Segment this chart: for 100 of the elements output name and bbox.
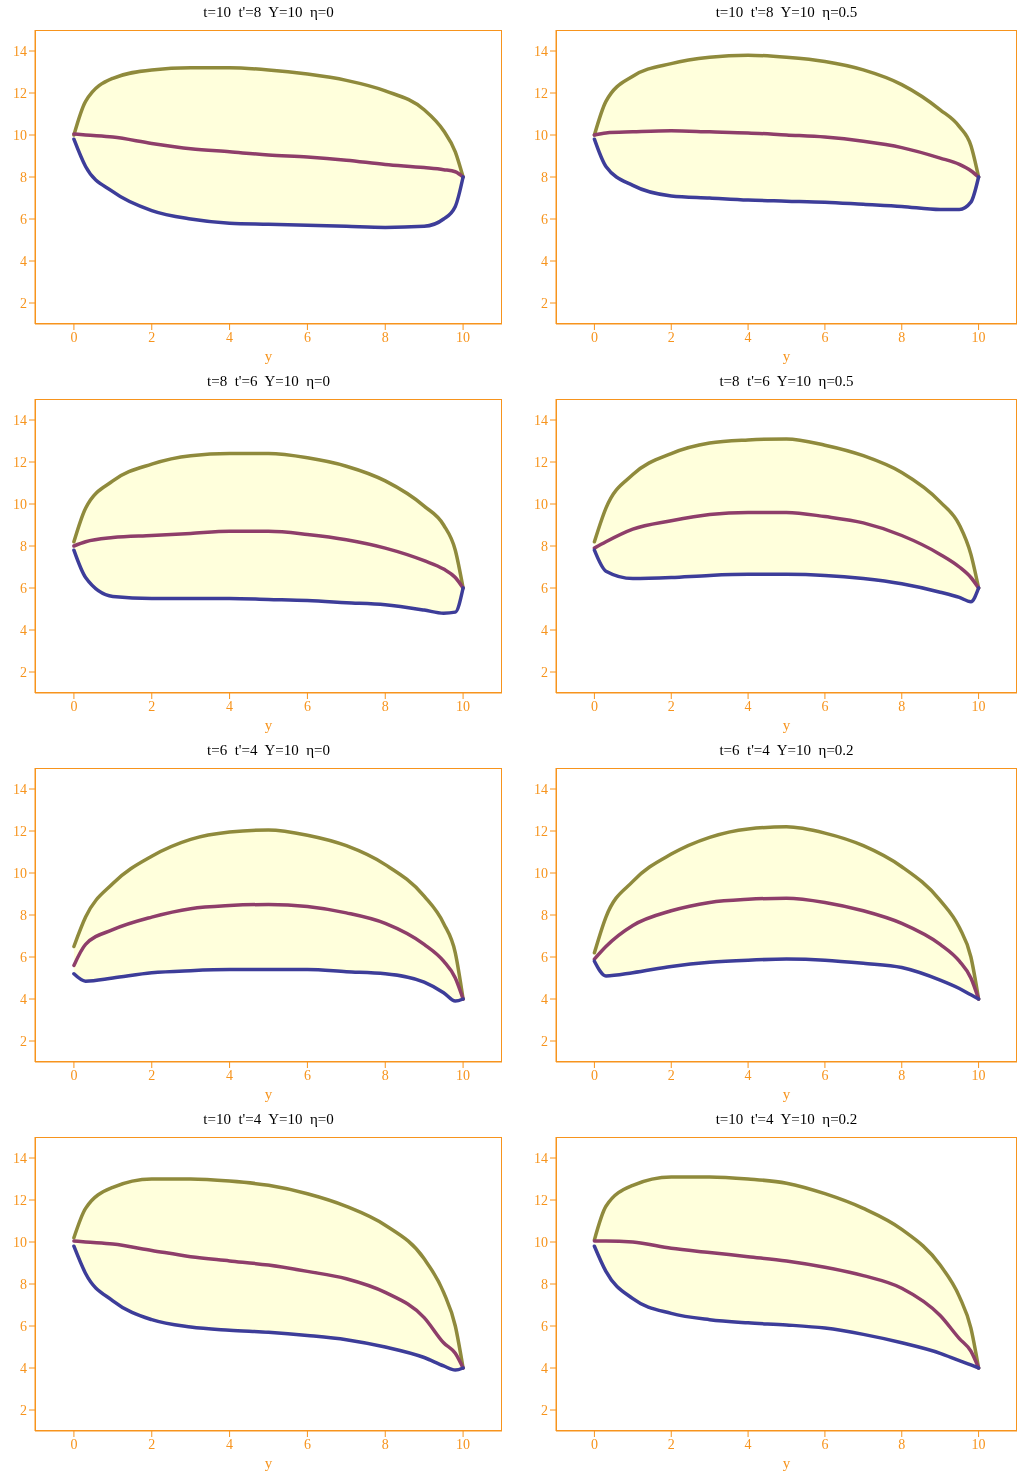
- x-tick-label: 4: [744, 698, 752, 714]
- y-tick-label: 14: [13, 412, 27, 428]
- y-tick-label: 14: [13, 1150, 27, 1166]
- x-tick-label: 4: [744, 1067, 752, 1083]
- y-tick-label: 8: [20, 1276, 27, 1292]
- x-tick-label: 6: [303, 329, 311, 345]
- x-axis-title: y: [782, 717, 791, 733]
- y-tick-label: 10: [534, 865, 548, 881]
- y-tick-label: 10: [534, 1234, 548, 1250]
- x-tick-label: 10: [456, 1436, 471, 1452]
- chart-title: t=10 t'=8 Y=10 η=0: [202, 4, 335, 21]
- x-tick-label: 4: [226, 1436, 234, 1452]
- y-tick-label: 8: [541, 169, 548, 185]
- y-tick-label: 2: [541, 1033, 548, 1049]
- y-tick-label: 12: [13, 1192, 27, 1208]
- x-axis-title: y: [782, 348, 791, 364]
- x-tick-label: 4: [744, 329, 752, 345]
- y-tick-label: 4: [541, 991, 548, 1007]
- x-axis-title: y: [782, 1455, 791, 1471]
- y-tick-label: 4: [541, 253, 548, 269]
- chart-title: t=8 t'=6 Y=10 η=0.5: [718, 373, 855, 390]
- y-tick-label: 2: [20, 295, 27, 311]
- x-tick-label: 0: [590, 329, 598, 345]
- y-tick-label: 8: [541, 538, 548, 554]
- x-axis-title: y: [264, 1086, 273, 1102]
- x-tick-label: 4: [226, 329, 234, 345]
- line-series: [592, 957, 981, 1001]
- x-tick-label: 8: [898, 1436, 906, 1452]
- x-tick-label: 10: [456, 329, 471, 345]
- x-tick-label: 0: [70, 1436, 78, 1452]
- x-tick-label: 2: [667, 698, 675, 714]
- x-tick-label: 8: [381, 1436, 389, 1452]
- line-series: [592, 896, 981, 1001]
- x-tick-label: 8: [898, 698, 906, 714]
- x-tick-label: 2: [148, 1436, 156, 1452]
- y-tick-label: 6: [20, 580, 27, 596]
- y-tick-label: 8: [20, 538, 27, 554]
- line-series: [592, 129, 981, 179]
- x-axis-title: y: [264, 1455, 273, 1471]
- chart-title: t=6 t'=4 Y=10 η=0: [206, 742, 331, 759]
- y-tick-label: 2: [20, 1033, 27, 1049]
- x-axis-title: y: [264, 717, 273, 733]
- y-tick-label: 6: [541, 1318, 548, 1334]
- y-tick-label: 10: [13, 865, 27, 881]
- y-tick-label: 14: [534, 781, 548, 797]
- x-tick-label: 4: [226, 1067, 234, 1083]
- x-tick-label: 6: [303, 698, 311, 714]
- x-tick-label: 0: [590, 1436, 598, 1452]
- x-tick-label: 6: [303, 1436, 311, 1452]
- x-axis-title: y: [264, 348, 273, 364]
- y-tick-label: 8: [20, 907, 27, 923]
- chart-title: t=10 t'=4 Y=10 η=0: [202, 1111, 335, 1128]
- y-tick-label: 10: [13, 1234, 27, 1250]
- x-tick-label: 4: [744, 1436, 752, 1452]
- x-tick-label: 10: [971, 1067, 986, 1083]
- x-tick-label: 2: [148, 1067, 156, 1083]
- y-tick-label: 14: [534, 412, 548, 428]
- y-tick-label: 6: [541, 211, 548, 227]
- x-tick-label: 0: [590, 1067, 598, 1083]
- x-tick-label: 2: [148, 698, 156, 714]
- line-series: [72, 451, 465, 590]
- x-tick-label: 10: [456, 698, 471, 714]
- line-series: [72, 967, 465, 1003]
- chart-title: t=10 t'=4 Y=10 η=0.2: [714, 1111, 859, 1128]
- chart-title: t=10 t'=8 Y=10 η=0.5: [714, 4, 859, 21]
- line-series: [72, 137, 465, 230]
- x-tick-label: 10: [456, 1067, 471, 1083]
- x-tick-label: 2: [667, 1436, 675, 1452]
- y-tick-label: 10: [534, 127, 548, 143]
- y-tick-label: 2: [541, 295, 548, 311]
- line-series: [592, 137, 981, 212]
- line-series: [592, 548, 981, 604]
- y-tick-label: 4: [20, 622, 27, 638]
- x-tick-label: 10: [971, 329, 986, 345]
- line-series: [72, 902, 465, 1001]
- y-tick-label: 4: [20, 1360, 27, 1376]
- x-tick-label: 0: [590, 698, 598, 714]
- x-tick-label: 10: [971, 698, 986, 714]
- x-tick-label: 2: [148, 329, 156, 345]
- y-tick-label: 8: [541, 907, 548, 923]
- y-tick-label: 12: [534, 823, 548, 839]
- y-tick-label: 8: [541, 1276, 548, 1292]
- x-tick-label: 8: [381, 698, 389, 714]
- x-tick-label: 0: [70, 329, 78, 345]
- y-tick-label: 4: [20, 991, 27, 1007]
- y-tick-label: 8: [20, 169, 27, 185]
- y-tick-label: 4: [20, 253, 27, 269]
- x-tick-label: 4: [226, 698, 234, 714]
- x-tick-label: 0: [70, 1067, 78, 1083]
- y-tick-label: 6: [541, 580, 548, 596]
- y-tick-label: 6: [20, 949, 27, 965]
- y-tick-label: 6: [541, 949, 548, 965]
- y-tick-label: 10: [13, 127, 27, 143]
- line-series: [72, 529, 465, 590]
- y-tick-label: 14: [13, 43, 27, 59]
- y-tick-label: 2: [20, 1402, 27, 1418]
- y-tick-label: 14: [534, 43, 548, 59]
- y-tick-label: 6: [20, 1318, 27, 1334]
- x-tick-label: 8: [898, 1067, 906, 1083]
- y-tick-label: 4: [541, 1360, 548, 1376]
